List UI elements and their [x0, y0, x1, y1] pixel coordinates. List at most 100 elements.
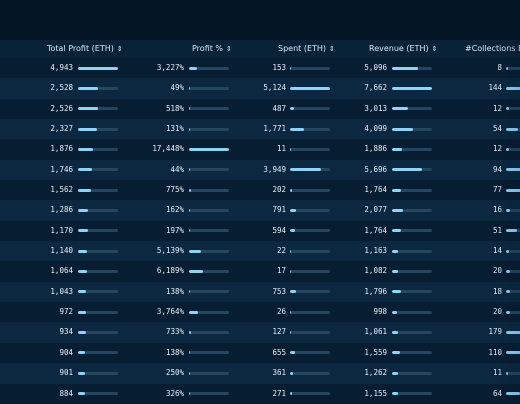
revenue-bar — [392, 269, 432, 273]
total-profit-value: 1,746 — [50, 164, 73, 174]
spent-bar — [290, 330, 330, 334]
collections-bar-fill — [506, 208, 510, 212]
revenue-bar — [392, 86, 432, 90]
table-row[interactable]: 1,286 162% 791 2,077 16 — [0, 200, 520, 221]
sort-updown-icon[interactable]: ⇕ — [226, 45, 232, 53]
profit-pct-value: 518% — [165, 103, 184, 113]
revenue-bar-fill — [392, 127, 414, 131]
total-profit-bar — [78, 127, 118, 131]
profit-pct-value: 326% — [165, 388, 184, 398]
total-profit-value: 2,528 — [50, 83, 73, 93]
total-profit-bar-fill — [78, 127, 97, 131]
revenue-value: 1,061 — [364, 327, 387, 337]
profit-pct-bar-fill — [189, 168, 191, 172]
total-profit-bar — [78, 168, 118, 172]
profit-pct-value: 138% — [165, 347, 184, 357]
column-header-spent[interactable]: Spent (ETH) ⇕ — [278, 40, 335, 58]
column-header-collections[interactable]: #Collections Bo — [465, 40, 520, 58]
collections-bar-fill — [506, 168, 520, 172]
collections-bar — [506, 168, 520, 172]
total-profit-bar — [78, 188, 118, 192]
collections-bar — [506, 229, 520, 233]
table-row[interactable]: 934 733% 127 1,061 179 — [0, 322, 520, 343]
revenue-bar — [392, 147, 432, 151]
table-row[interactable]: 1,043 138% 753 1,796 18 — [0, 281, 520, 303]
spent-bar-fill — [290, 86, 330, 90]
profit-pct-bar-fill — [189, 86, 191, 90]
total-profit-bar — [78, 371, 118, 375]
spent-bar-fill — [290, 310, 292, 314]
column-header-profit-pct[interactable]: Profit % ⇕ — [192, 40, 232, 58]
profit-pct-bar-fill — [189, 371, 191, 375]
collections-bar-fill — [506, 147, 509, 151]
collections-bar — [506, 330, 520, 334]
spent-bar — [290, 208, 330, 212]
spent-value: 753 — [272, 286, 286, 296]
profit-pct-bar-fill — [189, 310, 198, 314]
spent-bar-fill — [290, 249, 292, 253]
spent-value: 26 — [276, 307, 286, 317]
table-row[interactable]: 904 138% 655 1,559 110 — [0, 342, 520, 364]
table-row[interactable]: 1,562 775% 202 1,764 77 — [0, 180, 520, 201]
spent-value: 5,124 — [263, 83, 286, 93]
table-row[interactable]: 1,746 44% 3,949 5,696 94 — [0, 159, 520, 181]
sort-updown-icon[interactable]: ⇕ — [431, 45, 438, 53]
spent-bar-fill — [290, 371, 293, 375]
total-profit-bar-fill — [78, 66, 118, 70]
table-row[interactable]: 2,526 518% 487 3,013 12 — [0, 98, 520, 120]
spent-value: 655 — [272, 347, 286, 357]
profit-pct-bar-fill — [189, 290, 191, 294]
collections-bar-fill — [506, 290, 510, 294]
spent-value: 271 — [272, 388, 286, 398]
collections-bar-fill — [506, 188, 520, 192]
profit-pct-bar-fill — [189, 107, 191, 111]
table-row[interactable]: 1,140 5,139% 22 1,163 14 — [0, 241, 520, 262]
collections-value: 8 — [497, 63, 502, 72]
table-row[interactable]: 1,876 17,448% 11 1,886 12 — [0, 139, 520, 160]
column-header-total-profit[interactable]: Total Profit (ETH) ⇕ — [47, 40, 123, 58]
total-profit-value: 1,064 — [50, 266, 73, 276]
revenue-value: 5,696 — [364, 164, 387, 174]
profit-pct-value: 3,227% — [156, 63, 184, 72]
total-profit-bar-fill — [78, 310, 86, 314]
total-profit-bar — [78, 208, 118, 212]
revenue-value: 3,013 — [364, 103, 387, 113]
table-row[interactable]: 1,170 197% 594 1,764 51 — [0, 220, 520, 242]
revenue-value: 4,099 — [364, 124, 387, 134]
table-row[interactable]: 4,943 3,227% 153 5,096 8 — [0, 58, 520, 79]
column-header-revenue[interactable]: Revenue (ETH) ⇕ — [369, 40, 437, 58]
profit-pct-bar-fill — [189, 249, 201, 253]
spent-bar-fill — [290, 168, 321, 172]
profit-pct-value: 6,189% — [156, 266, 184, 276]
revenue-bar-fill — [392, 310, 398, 314]
profit-pct-bar-fill — [189, 147, 229, 151]
table-row[interactable]: 884 326% 271 1,155 64 — [0, 383, 520, 404]
column-label: Total Profit (ETH) — [47, 44, 114, 53]
collections-bar — [506, 351, 520, 355]
profit-pct-value: 138% — [165, 286, 184, 296]
total-profit-value: 1,170 — [50, 225, 73, 235]
profit-pct-value: 162% — [165, 205, 184, 215]
spent-bar — [290, 371, 330, 375]
table-row[interactable]: 901 250% 361 1,262 11 — [0, 363, 520, 384]
profit-pct-bar-fill — [189, 208, 191, 212]
table-row[interactable]: 1,064 6,189% 17 1,082 20 — [0, 261, 520, 282]
sort-updown-icon[interactable]: ⇕ — [329, 45, 335, 53]
table-row[interactable]: 972 3,764% 26 998 20 — [0, 302, 520, 323]
total-profit-bar-fill — [78, 371, 86, 375]
collections-bar-fill — [506, 107, 509, 111]
revenue-value: 1,796 — [364, 286, 387, 296]
table-row[interactable]: 2,327 131% 1,771 4,099 54 — [0, 119, 520, 140]
spent-bar — [290, 249, 330, 253]
revenue-bar — [392, 208, 432, 212]
table-row[interactable]: 2,528 49% 5,124 7,662 144 — [0, 78, 520, 99]
spent-bar — [290, 168, 330, 172]
total-profit-value: 1,876 — [50, 144, 73, 154]
revenue-value: 5,096 — [364, 63, 387, 72]
collections-bar — [506, 310, 520, 314]
profit-pct-bar — [189, 208, 229, 212]
sort-updown-icon[interactable]: ⇕ — [116, 45, 123, 53]
revenue-bar-fill — [392, 269, 398, 273]
profit-pct-bar — [189, 86, 229, 90]
profit-pct-bar — [189, 330, 229, 334]
